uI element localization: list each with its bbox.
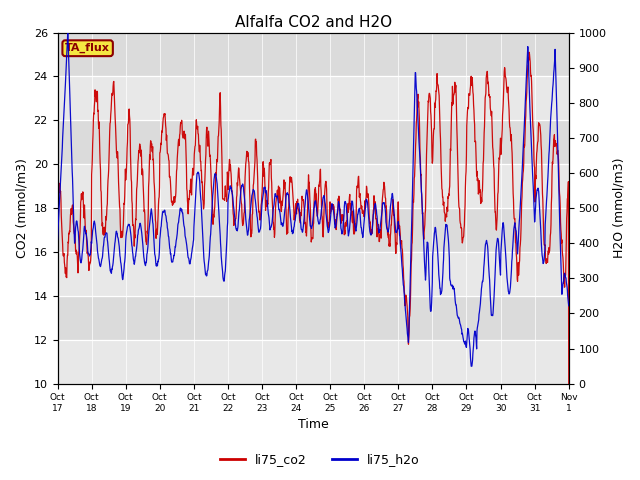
Y-axis label: CO2 (mmol/m3): CO2 (mmol/m3) — [15, 158, 28, 258]
Bar — [58, 120, 569, 164]
Legend: li75_co2, li75_h2o: li75_co2, li75_h2o — [215, 448, 425, 471]
Text: TA_flux: TA_flux — [65, 43, 110, 53]
Bar — [58, 33, 569, 76]
Y-axis label: H2O (mmol/m3): H2O (mmol/m3) — [612, 158, 625, 258]
Bar — [58, 296, 569, 340]
Title: Alfalfa CO2 and H2O: Alfalfa CO2 and H2O — [235, 15, 392, 30]
X-axis label: Time: Time — [298, 419, 328, 432]
Bar — [58, 208, 569, 252]
